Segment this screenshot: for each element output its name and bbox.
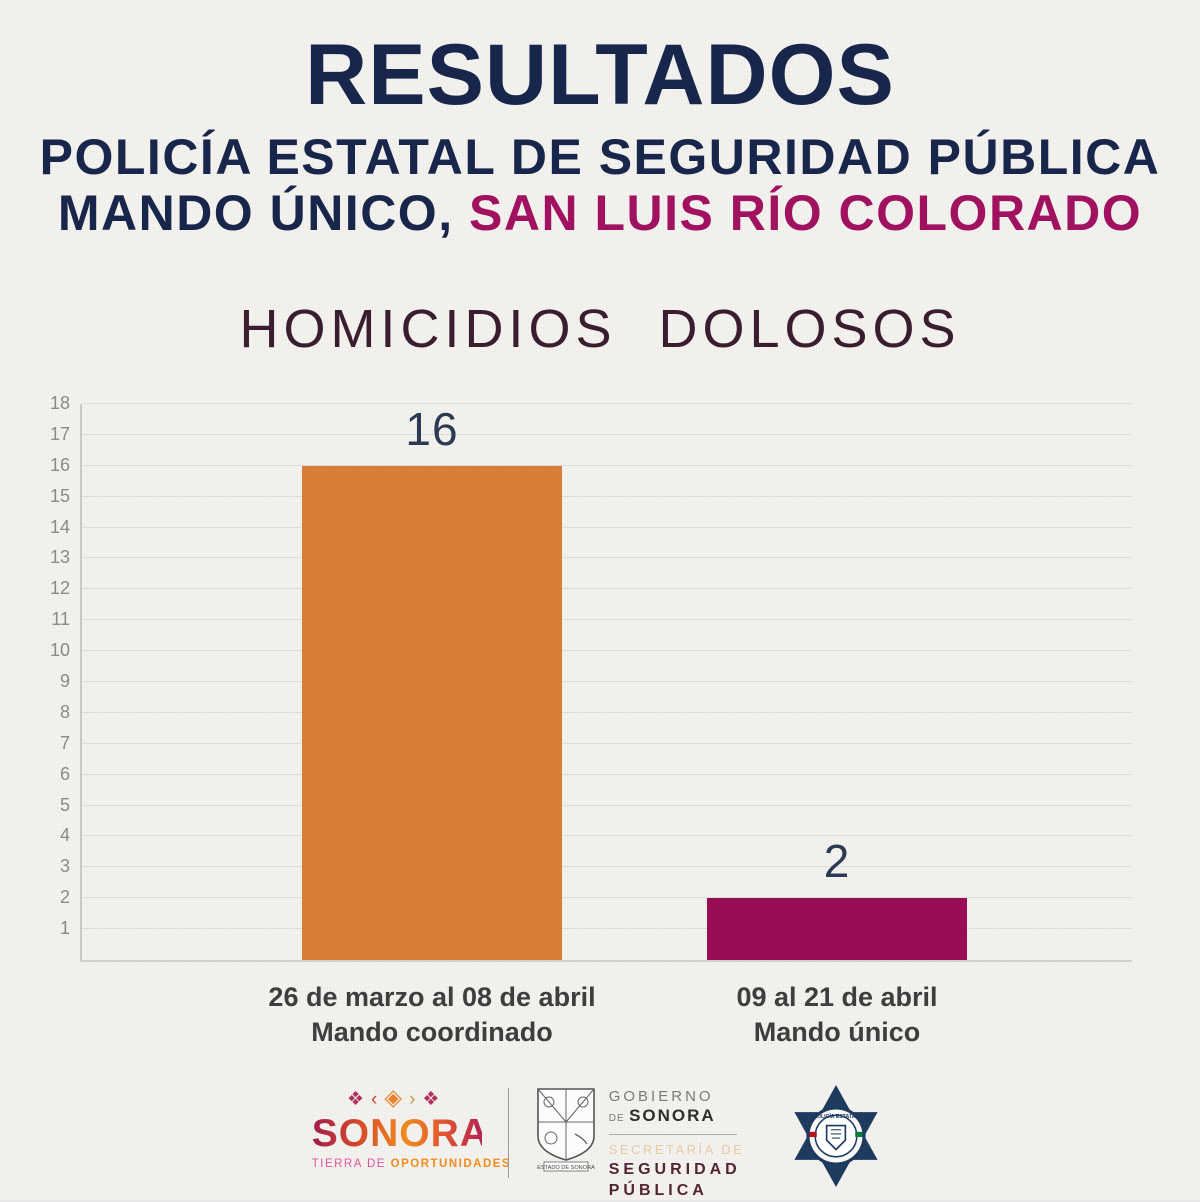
y-tick-label-6: 6 <box>59 763 70 784</box>
diamond-icon: ◈ <box>384 1084 410 1110</box>
y-tick-label-12: 12 <box>49 578 70 599</box>
y-tick-label-10: 10 <box>49 640 70 661</box>
shield-caption: ESTADO DE SONORA <box>537 1165 595 1171</box>
gridline-18 <box>82 403 1132 404</box>
y-tick-label-13: 13 <box>49 547 70 568</box>
subtitle-line2-prefix: MANDO ÚNICO, <box>57 185 469 241</box>
badge-label: POLICÍA ESTATAL <box>814 1112 860 1120</box>
gov-rule <box>608 1134 737 1135</box>
sonora-label: SONORA <box>629 1106 716 1125</box>
angle-left-icon: ‹ <box>371 1089 385 1110</box>
bar-chart-plot-area: 1 2 3 4 5 6 7 8 9 10 11 12 13 14 15 16 17 18 16 26 de marzo… <box>50 393 1132 1047</box>
government-text: GOBIERNO DE SONORA SECRETARÍA DE SEGURID… <box>608 1086 745 1201</box>
diamond-icon: ❖ <box>422 1089 447 1110</box>
y-tick-label-18: 18 <box>49 393 70 413</box>
category-line1: 09 al 21 de abril <box>736 982 938 1012</box>
gridline-12 <box>82 588 1132 590</box>
bar-mando-coordinado <box>302 465 562 960</box>
category-line2: Mando único <box>753 1017 921 1047</box>
y-tick-label-16: 16 <box>49 454 70 475</box>
seguridad-label: SEGURIDAD <box>608 1161 741 1178</box>
y-tick-label-1: 1 <box>59 918 70 939</box>
sonora-tagline: TIERRA DE OPORTUNIDADES <box>311 1155 510 1173</box>
category-line2: Mando coordinado <box>311 1017 553 1047</box>
chart-title: HOMICIDIOS DOLOSOS <box>239 299 961 359</box>
subtitle-line2-highlight: SAN LUIS RÍO COLORADO <box>468 185 1143 241</box>
sonora-diamonds-icon: ❖‹◈›❖ <box>312 1084 482 1113</box>
sonora-logo: ❖‹◈›❖ SONORA TIERRA DE OPORTUNIDADES <box>311 1082 510 1173</box>
bar-value-label-1: 16 <box>405 402 459 455</box>
gridline-10 <box>82 650 1132 652</box>
gridline-1 <box>82 928 1132 930</box>
y-tick-label-7: 7 <box>59 732 70 753</box>
gobierno-label: GOBIERNO <box>608 1088 714 1105</box>
gridline-15 <box>82 495 1132 497</box>
bar-value-label-2: 2 <box>823 835 851 888</box>
category-label-1: 26 de marzo al 08 de abril Mando coordina… <box>152 980 712 1050</box>
y-tick-label-9: 9 <box>59 671 70 691</box>
y-tick-label-14: 14 <box>49 516 70 537</box>
tagline-bold: OPORTUNIDADES <box>390 1158 512 1170</box>
subtitle-line2: MANDO ÚNICO, SAN LUIS RÍO COLORADO <box>0 184 1200 242</box>
diamond-icon: ❖ <box>346 1089 372 1110</box>
y-tick-label-3: 3 <box>59 856 70 877</box>
footer-divider <box>507 1088 509 1178</box>
police-badge-icon: POLICÍA ESTATAL <box>784 1082 888 1193</box>
gridline-17 <box>82 433 1132 435</box>
gridline-13 <box>82 557 1132 559</box>
y-tick-label-11: 11 <box>51 609 70 630</box>
gridline-3 <box>82 866 1132 868</box>
footer-logos: ❖‹◈›❖ SONORA TIERRA DE OPORTUNIDADES <box>0 1082 1200 1202</box>
government-logo: ESTADO DE SONORA GOBIERNO DE SONORA SECR… <box>535 1082 745 1201</box>
y-tick-label-8: 8 <box>59 701 70 722</box>
gridline-8 <box>82 711 1132 713</box>
secretaria-label: SECRETARÍA DE <box>608 1142 745 1157</box>
publica-label: PÚBLICA <box>608 1182 708 1199</box>
category-label-2: 09 al 21 de abril Mando único <box>557 980 1117 1050</box>
tagline-light: TIERRA DE <box>311 1158 386 1170</box>
category-line1: 26 de marzo al 08 de abril <box>268 982 596 1012</box>
gridline-5 <box>82 804 1132 806</box>
gridline-7 <box>82 742 1132 744</box>
angle-right-icon: › <box>409 1089 423 1110</box>
gridline-14 <box>82 526 1132 528</box>
gridline-4 <box>82 835 1132 837</box>
gridline-6 <box>82 773 1132 775</box>
bar-mando-unico <box>707 898 967 960</box>
y-tick-label-17: 17 <box>49 423 70 444</box>
gridline-9 <box>82 681 1132 682</box>
y-tick-label-15: 15 <box>49 485 70 506</box>
gridline-16 <box>82 464 1132 466</box>
de-label: DE <box>608 1113 625 1124</box>
y-tick-label-4: 4 <box>59 825 70 846</box>
gridline-11 <box>82 619 1132 621</box>
page-title: RESULTADOS <box>305 27 895 123</box>
subtitle-line1: POLICÍA ESTATAL DE SEGURIDAD PÚBLICA <box>39 129 1161 185</box>
sonora-wordmark: SONORA <box>311 1112 489 1155</box>
y-tick-label-2: 2 <box>59 887 70 908</box>
de-sonora-label: DE SONORA <box>609 1106 745 1129</box>
y-tick-label-5: 5 <box>59 794 70 815</box>
state-shield-icon: ESTADO DE SONORA <box>535 1086 597 1183</box>
gridline-2 <box>82 897 1132 899</box>
